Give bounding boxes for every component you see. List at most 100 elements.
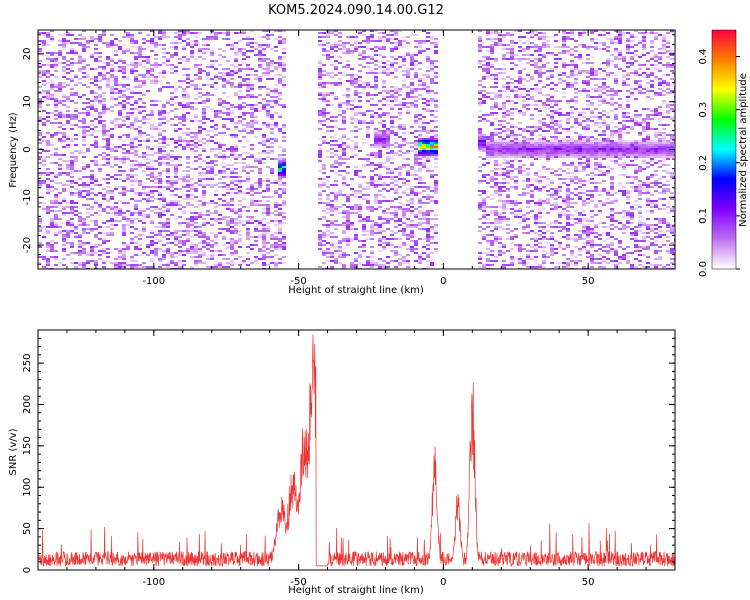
spectrogram-cell — [506, 172, 510, 174]
spectrogram-cell — [194, 206, 198, 208]
spectrogram-cell — [250, 108, 254, 110]
spectrogram-cell — [382, 62, 386, 64]
spectrogram-cell — [94, 52, 98, 54]
spectrogram-cell — [426, 236, 430, 238]
spectrogram-cell — [422, 148, 426, 150]
spectrogram-cell — [254, 158, 258, 160]
spectrogram-cell — [206, 130, 210, 132]
spectrogram-cell — [230, 112, 234, 114]
spectrogram-cell — [390, 200, 394, 202]
spectrogram-cell — [254, 220, 258, 222]
spectrogram-cell — [334, 144, 338, 146]
spectrogram-cell — [162, 76, 166, 78]
spectrogram-cell — [178, 240, 182, 242]
spectrogram-cell — [122, 152, 126, 154]
spectrogram-cell — [266, 206, 270, 208]
spectrogram-cell — [82, 130, 86, 132]
spectrogram-cell — [354, 74, 358, 76]
spectrogram-cell — [166, 156, 170, 158]
spectrogram-cell — [382, 212, 386, 214]
spectrogram-cell — [358, 190, 362, 192]
spectrogram-cell — [174, 46, 178, 48]
spectrogram-cell — [98, 146, 102, 148]
spectrogram-cell — [118, 70, 122, 72]
spectrogram-cell — [358, 186, 362, 188]
spectrogram-cell — [242, 118, 246, 120]
spectrogram-cell — [330, 256, 334, 258]
spectrogram-cell — [174, 180, 178, 182]
spectrogram-cell — [434, 130, 438, 132]
spectrogram-cell — [186, 146, 190, 148]
spectrogram-cell — [494, 186, 498, 188]
spectrogram-cell — [138, 46, 142, 48]
spectrogram-cell — [58, 84, 62, 86]
spectrogram-cell — [402, 74, 406, 76]
spectrogram-cell — [486, 240, 490, 242]
spectrogram-cell — [194, 138, 198, 140]
spectrogram-cell — [262, 140, 266, 142]
spectrogram-cell — [122, 258, 126, 260]
spectrogram-cell — [190, 52, 194, 54]
spectrogram-cell — [358, 206, 362, 208]
spectrogram-cell — [258, 80, 262, 82]
spectrogram-cell — [246, 166, 250, 168]
spectrogram-cell — [418, 224, 422, 226]
spectrogram-cell — [190, 168, 194, 170]
spectrogram-cell — [354, 48, 358, 50]
spectrogram-cell — [402, 192, 406, 194]
spectrogram-cell — [430, 130, 434, 132]
spectrogram-cell — [494, 102, 498, 104]
spectrogram-cell — [150, 114, 154, 116]
spectrogram-cell — [494, 206, 498, 208]
spectrogram-cell — [90, 228, 94, 230]
spectrogram-cell — [114, 174, 118, 176]
spectrogram-cell — [46, 98, 50, 100]
spectrogram-cell — [342, 150, 346, 152]
spectrogram-cell — [194, 64, 198, 66]
spectrogram-cell — [418, 180, 422, 182]
spectrogram-cell — [262, 124, 266, 126]
spectrogram-cell — [398, 246, 402, 248]
spectrogram-cell — [502, 212, 506, 214]
spectrogram-cell — [106, 138, 110, 140]
spectrogram-cell — [234, 188, 238, 190]
spectrogram-cell — [514, 236, 518, 238]
spectrogram-cell — [498, 174, 502, 176]
spectrogram-cell — [206, 48, 210, 50]
spectrogram-cell — [38, 156, 42, 158]
spectrogram-cell — [122, 218, 126, 220]
spectrogram-cell — [98, 56, 102, 58]
spectrogram-cell — [142, 56, 146, 58]
spectrogram-cell — [322, 44, 326, 46]
spectrogram-cell — [134, 64, 138, 66]
spectrogram-cell — [134, 70, 138, 72]
spectrogram-cell — [70, 128, 74, 130]
spectrogram-cell — [138, 200, 142, 202]
spectrogram-cell — [398, 202, 402, 204]
spectrogram-cell — [86, 212, 90, 214]
spectrogram-cell — [54, 224, 58, 226]
spectrogram-cell — [238, 48, 242, 50]
spectrogram-cell — [426, 32, 430, 34]
spectrogram-cell — [218, 32, 222, 34]
spectrogram-cell — [130, 124, 134, 126]
spectrogram-cell — [398, 88, 402, 90]
spectrogram-cell — [354, 130, 358, 132]
spectrogram-cell — [102, 146, 106, 148]
spectrogram-cell — [70, 94, 74, 96]
spectrogram-cell — [78, 190, 82, 192]
spectrogram-cell — [414, 248, 418, 250]
spectrogram-cell — [270, 114, 274, 116]
spectrogram-cell — [386, 148, 390, 150]
spectrogram-cell — [402, 244, 406, 246]
spectrogram-cell — [366, 126, 370, 128]
chart-title: KOM5.2024.090.14.00.G12 — [268, 3, 444, 18]
spectrogram-cell — [182, 186, 186, 188]
spectrogram-cell — [426, 144, 430, 146]
spectrogram-cell — [230, 120, 234, 122]
spectrogram-cell — [82, 166, 86, 168]
spectrogram-cell — [482, 140, 486, 142]
spectrogram-cell — [402, 104, 406, 106]
spectrogram-cell — [54, 148, 58, 150]
spectrogram-cell — [138, 110, 142, 112]
